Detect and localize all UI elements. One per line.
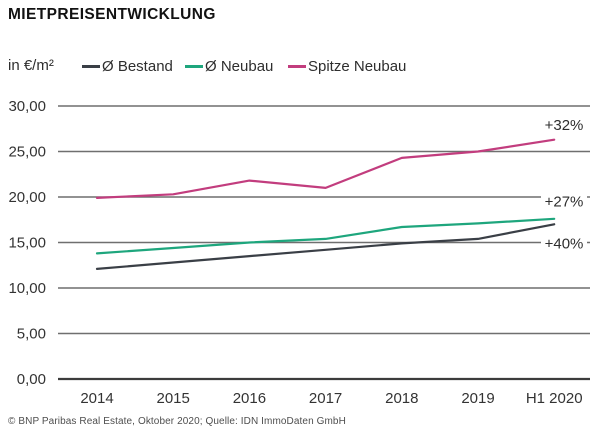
x-tick-label-2014: 2014 <box>80 390 113 407</box>
x-axis-tick-labels-group: 2014 2015 2016 2017 2018 2019 H1 2020 <box>80 390 582 407</box>
source-footer: © BNP Paribas Real Estate, Oktober 2020;… <box>8 416 346 427</box>
legend-swatch-spitze-neubau-line-icon <box>288 64 306 68</box>
annotation-label-40: +40% <box>545 235 584 252</box>
y-axis-tick-labels-group: 0,00 5,00 10,00 15,00 20,00 25,00 30,00 <box>8 98 46 388</box>
y-axis-unit-label: in €/m² <box>8 57 54 74</box>
legend-label-neubau: Ø Neubau <box>205 57 274 75</box>
series-line-neubau <box>95 217 556 255</box>
annotation-bg-40 <box>541 236 587 251</box>
x-tick-label-2019: 2019 <box>461 390 494 407</box>
series-line-spitze-neubau <box>95 138 556 199</box>
annotation-bg-27 <box>541 194 587 209</box>
legend-swatch-neubau-line-icon <box>185 64 203 68</box>
y-tick-label-15: 15,00 <box>8 235 46 252</box>
gridlines-group <box>58 105 590 381</box>
legend-swatch-bestand-line-icon <box>82 64 100 68</box>
legend-label-spitze-neubau: Spitze Neubau <box>308 57 407 75</box>
series-line-bestand <box>95 223 556 270</box>
legend-item-spitze-neubau: Spitze Neubau <box>288 57 406 75</box>
x-tick-label-2016: 2016 <box>233 390 266 407</box>
x-tick-label-2017: 2017 <box>309 390 342 407</box>
legend-item-bestand: Ø Bestand <box>82 57 173 75</box>
series-lines-group <box>95 138 556 270</box>
y-tick-label-20: 20,00 <box>8 189 46 206</box>
legend-item-neubau: Ø Neubau <box>185 57 273 75</box>
y-tick-label-10: 10,00 <box>8 280 46 297</box>
y-tick-label-30: 30,00 <box>8 98 46 115</box>
chart-title: MIETPREISENTWICKLUNG <box>8 6 216 23</box>
annotation-label-32: +32% <box>545 117 584 134</box>
y-tick-label-0: 0,00 <box>17 371 46 388</box>
x-tick-label-2018: 2018 <box>385 390 418 407</box>
legend-label-bestand: Ø Bestand <box>102 57 173 75</box>
annotation-bg-32 <box>541 118 587 133</box>
annotation-backgrounds-group <box>541 118 587 251</box>
annotation-label-27: +27% <box>545 194 584 211</box>
y-tick-label-25: 25,00 <box>8 144 46 161</box>
x-tick-label-2015: 2015 <box>157 390 190 407</box>
y-tick-label-5: 5,00 <box>17 326 46 343</box>
x-tick-label-h1-2020: H1 2020 <box>526 390 583 407</box>
annotations-group: +32% +27% +40% <box>545 117 584 252</box>
